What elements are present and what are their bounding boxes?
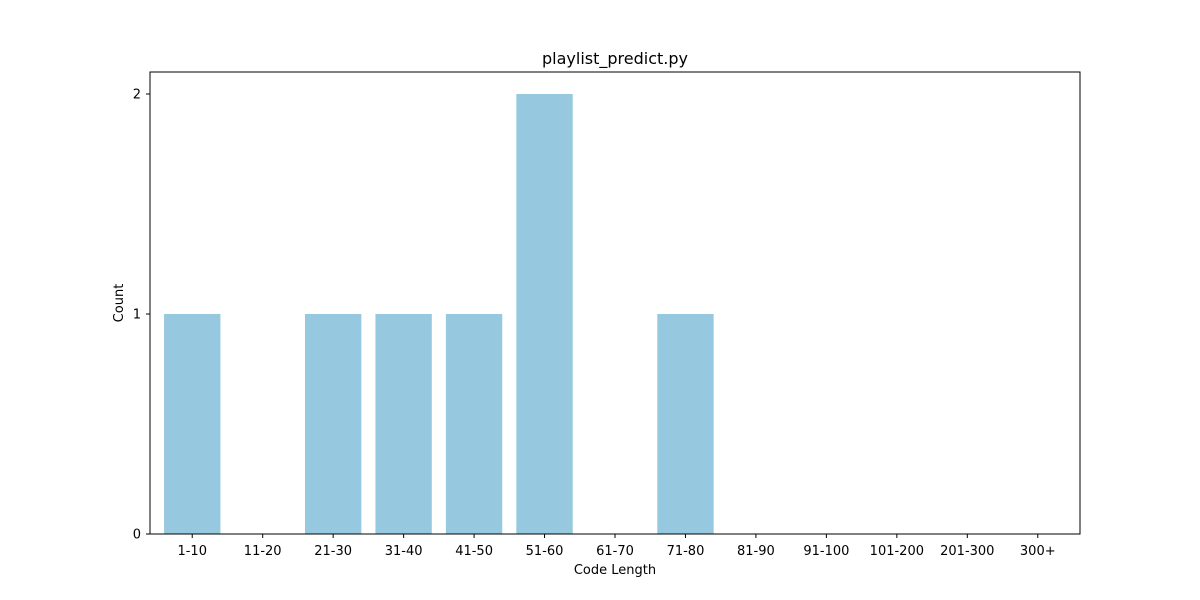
x-axis: 1-10 11-20 21-30 31-40 41-50 51-60 61-70 71-80 8… bbox=[177, 534, 1056, 559]
bar-31-40 bbox=[375, 314, 432, 534]
y-tick-label: 2 bbox=[133, 88, 141, 103]
bars-layer bbox=[164, 94, 714, 534]
x-tick-label: 1-10 bbox=[177, 544, 207, 559]
x-tick-label: 91-100 bbox=[803, 544, 849, 559]
x-tick-label: 201-300 bbox=[940, 544, 994, 559]
y-tick-label: 0 bbox=[133, 528, 141, 543]
x-tick-label: 61-70 bbox=[596, 544, 634, 559]
x-tick-label: 41-50 bbox=[455, 544, 493, 559]
bar-41-50 bbox=[445, 314, 503, 534]
bar-21-30 bbox=[304, 314, 362, 534]
plot-frame bbox=[149, 71, 1081, 535]
y-axis: 0 1 2 bbox=[133, 88, 150, 543]
y-axis-label: Count bbox=[112, 284, 127, 323]
x-tick-label: 21-30 bbox=[314, 544, 352, 559]
bar-1-10 bbox=[164, 314, 221, 534]
x-tick-label: 300+ bbox=[1020, 544, 1056, 559]
chart-title: playlist_predict.py bbox=[542, 49, 688, 69]
y-tick-label: 1 bbox=[133, 308, 141, 323]
x-tick-label: 31-40 bbox=[385, 544, 423, 559]
x-tick-label: 51-60 bbox=[526, 544, 564, 559]
x-tick-label: 101-200 bbox=[870, 544, 924, 559]
x-tick-label: 11-20 bbox=[244, 544, 282, 559]
bar-71-80 bbox=[657, 314, 714, 534]
bar-51-60 bbox=[516, 94, 573, 534]
x-tick-label: 81-90 bbox=[737, 544, 775, 559]
x-tick-label: 71-80 bbox=[667, 544, 705, 559]
x-axis-label: Code Length bbox=[574, 563, 656, 578]
